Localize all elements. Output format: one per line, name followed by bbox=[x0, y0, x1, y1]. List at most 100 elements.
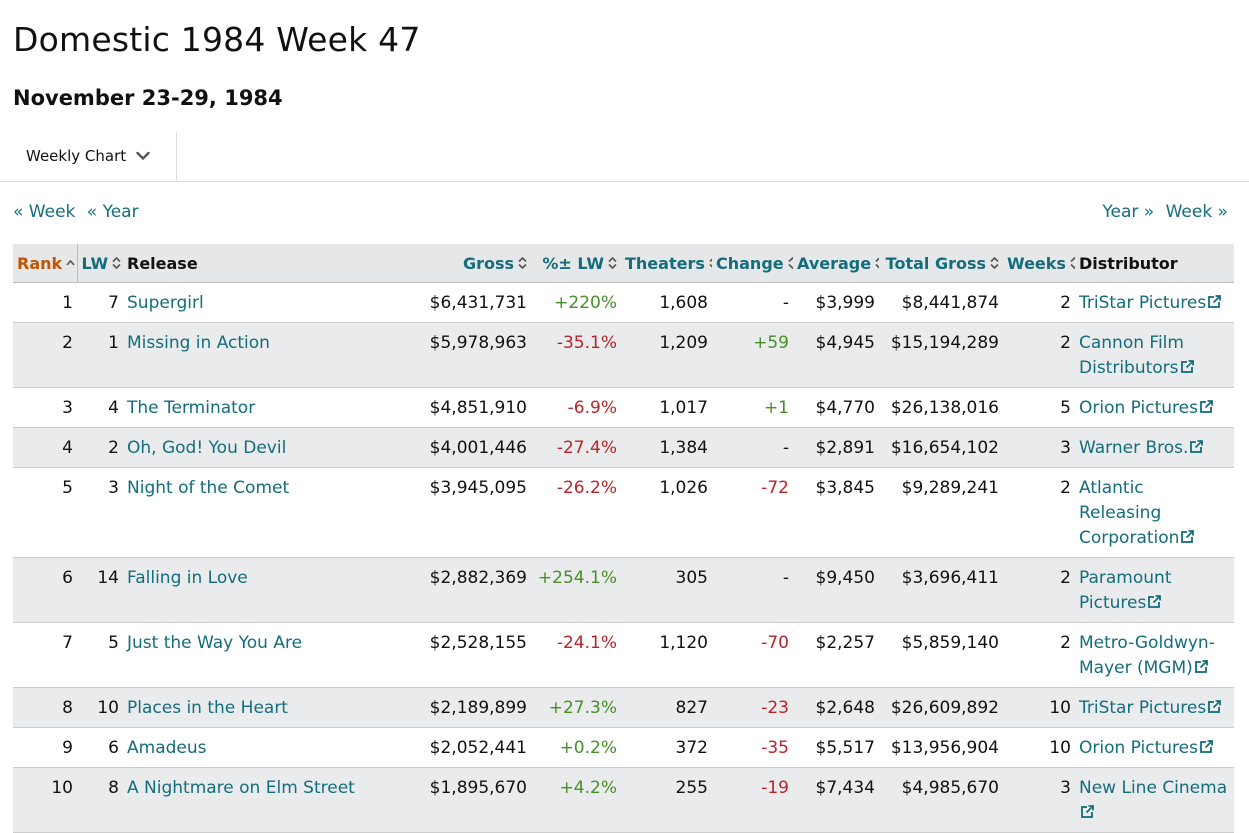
column-header-change[interactable]: Change bbox=[712, 244, 793, 283]
column-header-average[interactable]: Average bbox=[793, 244, 879, 283]
distributor-link[interactable]: Orion Pictures bbox=[1079, 398, 1213, 418]
average-cell: $3,845 bbox=[793, 467, 879, 558]
average-cell: $2,648 bbox=[793, 687, 879, 728]
release-cell: Oh, God! You Devil bbox=[123, 427, 420, 468]
average-cell: $9,450 bbox=[793, 557, 879, 623]
distributor-link[interactable]: New Line Cinema bbox=[1079, 778, 1227, 823]
column-header-theaters[interactable]: Theaters bbox=[621, 244, 712, 283]
sort-icon bbox=[788, 256, 793, 270]
column-label-gross: Gross bbox=[462, 253, 514, 273]
distributor-cell: Atlantic Releasing Corporation bbox=[1075, 467, 1234, 558]
distributor-cell: Paramount Pictures bbox=[1075, 557, 1234, 623]
column-header-weeks[interactable]: Weeks bbox=[1003, 244, 1075, 283]
column-header-pct-lw[interactable]: %± LW bbox=[531, 244, 621, 283]
rank-cell: 9 bbox=[13, 727, 77, 768]
weeks-cell: 2 bbox=[1003, 557, 1075, 623]
column-label-change: Change bbox=[716, 253, 784, 273]
column-header-total-gross[interactable]: Total Gross bbox=[879, 244, 1003, 283]
distributor-name: Warner Bros. bbox=[1079, 438, 1189, 458]
table-row: 7 5 Just the Way You Are $2,528,155 -24.1% 1,… bbox=[13, 622, 1234, 688]
table-row: 9 6 Amadeus $2,052,441 +0.2% 372 -35 $5,517 $13,… bbox=[13, 727, 1234, 768]
toolbar-divider bbox=[176, 132, 177, 181]
next-year-link[interactable]: Year » bbox=[1102, 202, 1155, 222]
sort-icon bbox=[709, 258, 712, 268]
pct-change-cell: -35.1% bbox=[531, 322, 621, 388]
column-header-distributor: Distributor bbox=[1075, 244, 1234, 283]
last-week-cell: 2 bbox=[77, 427, 123, 468]
total-gross-cell: $15,194,289 bbox=[879, 322, 1003, 388]
pct-change-cell: -24.1% bbox=[531, 622, 621, 688]
distributor-link[interactable]: Paramount Pictures bbox=[1079, 568, 1172, 613]
release-title-link[interactable]: Falling in Love bbox=[127, 568, 248, 588]
prev-week-link[interactable]: « Week bbox=[13, 202, 76, 222]
total-gross-cell: $13,956,904 bbox=[879, 727, 1003, 768]
distributor-link[interactable]: Metro-Goldwyn-Mayer (MGM) bbox=[1079, 633, 1215, 678]
pct-change-cell: +27.3% bbox=[531, 687, 621, 728]
sort-icon bbox=[1070, 256, 1075, 270]
sort-icon bbox=[608, 256, 617, 270]
release-title-link[interactable]: The Terminator bbox=[127, 398, 256, 418]
release-title-link[interactable]: Amadeus bbox=[127, 738, 207, 758]
last-week-cell: 3 bbox=[77, 467, 123, 558]
average-cell: $2,257 bbox=[793, 622, 879, 688]
column-header-gross[interactable]: Gross bbox=[420, 244, 531, 283]
last-week-cell: 7 bbox=[77, 282, 123, 323]
external-link-icon bbox=[1180, 360, 1194, 373]
total-gross-cell: $9,289,241 bbox=[879, 467, 1003, 558]
distributor-name: Paramount Pictures bbox=[1079, 568, 1172, 613]
last-week-cell: 6 bbox=[77, 727, 123, 768]
release-cell: Amadeus bbox=[123, 727, 420, 768]
average-cell: $5,517 bbox=[793, 727, 879, 768]
distributor-link[interactable]: Cannon Film Distributors bbox=[1079, 333, 1194, 378]
last-week-cell: 14 bbox=[77, 557, 123, 623]
total-gross-cell: $4,985,670 bbox=[879, 767, 1003, 833]
gross-cell: $2,189,899 bbox=[420, 687, 531, 728]
distributor-link[interactable]: Atlantic Releasing Corporation bbox=[1079, 478, 1195, 548]
distributor-cell: Orion Pictures bbox=[1075, 727, 1234, 768]
theaters-cell: 1,608 bbox=[621, 282, 712, 323]
distributor-link[interactable]: TriStar Pictures bbox=[1079, 698, 1222, 718]
column-label-weeks: Weeks bbox=[1007, 253, 1066, 273]
release-title-link[interactable]: Supergirl bbox=[127, 293, 204, 313]
column-label-release: Release bbox=[127, 253, 198, 273]
nav-next: Year » Week » bbox=[1096, 202, 1228, 222]
average-cell: $4,770 bbox=[793, 387, 879, 428]
column-header-lw[interactable]: LW bbox=[76, 244, 123, 283]
release-title-link[interactable]: Night of the Comet bbox=[127, 478, 290, 498]
rank-cell: 1 bbox=[13, 282, 77, 323]
release-title-link[interactable]: Missing in Action bbox=[127, 333, 270, 353]
gross-cell: $6,431,731 bbox=[420, 282, 531, 323]
distributor-link[interactable]: Warner Bros. bbox=[1079, 438, 1204, 458]
distributor-cell: New Line Cinema bbox=[1075, 767, 1234, 833]
pct-change-cell: -26.2% bbox=[531, 467, 621, 558]
sort-icon bbox=[875, 257, 879, 269]
last-week-cell: 5 bbox=[77, 622, 123, 688]
release-title-link[interactable]: Just the Way You Are bbox=[127, 633, 303, 653]
column-header-rank[interactable]: Rank bbox=[13, 244, 77, 283]
pct-change-cell: +0.2% bbox=[531, 727, 621, 768]
external-link-icon bbox=[1194, 660, 1208, 673]
rank-cell: 6 bbox=[13, 557, 77, 623]
weeks-cell: 2 bbox=[1003, 622, 1075, 688]
distributor-link[interactable]: TriStar Pictures bbox=[1079, 293, 1222, 313]
release-title-link[interactable]: Oh, God! You Devil bbox=[127, 438, 287, 458]
next-week-link[interactable]: Week » bbox=[1165, 202, 1228, 222]
distributor-name: TriStar Pictures bbox=[1079, 293, 1207, 313]
release-title-link[interactable]: A Nightmare on Elm Street bbox=[127, 778, 355, 798]
gross-cell: $4,851,910 bbox=[420, 387, 531, 428]
release-title-link[interactable]: Places in the Heart bbox=[127, 698, 288, 718]
column-header-release: Release bbox=[123, 244, 420, 283]
external-link-icon bbox=[1148, 595, 1162, 608]
total-gross-cell: $26,609,892 bbox=[879, 687, 1003, 728]
pct-change-cell: +4.2% bbox=[531, 767, 621, 833]
distributor-link[interactable]: Orion Pictures bbox=[1079, 738, 1213, 758]
release-cell: A Nightmare on Elm Street bbox=[123, 767, 420, 833]
rank-cell: 7 bbox=[13, 622, 77, 688]
section-divider bbox=[0, 181, 1249, 182]
average-cell: $4,945 bbox=[793, 322, 879, 388]
prev-year-link[interactable]: « Year bbox=[86, 202, 139, 222]
average-cell: $3,999 bbox=[793, 282, 879, 323]
external-link-icon bbox=[1081, 805, 1094, 818]
gross-cell: $1,895,670 bbox=[420, 767, 531, 833]
chart-type-select[interactable]: Weekly Chart bbox=[26, 142, 150, 170]
